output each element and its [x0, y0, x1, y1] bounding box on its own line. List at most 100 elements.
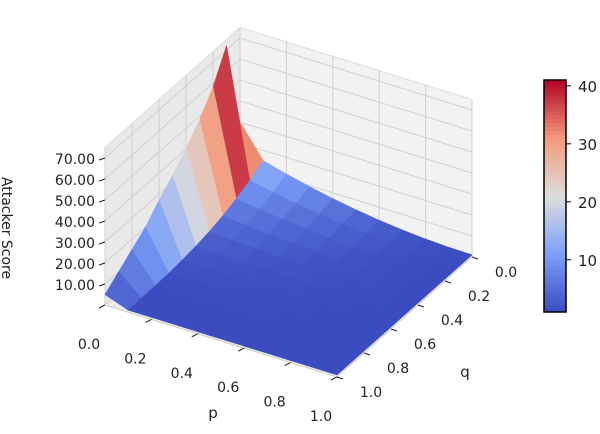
colorbar-segment — [544, 261, 566, 267]
y-tick-label: 0.6 — [414, 337, 436, 353]
z-axis-label: Attacker Score — [0, 177, 14, 279]
z-tick-label: 40.00 — [55, 215, 95, 231]
colorbar-segment — [544, 308, 566, 313]
colorbar-segment — [544, 149, 566, 154]
colorbar-segment — [544, 103, 566, 108]
x-tick-label: 0.6 — [217, 380, 239, 396]
x-tick — [98, 304, 106, 309]
colorbar-segment — [544, 157, 566, 162]
colorbar-segment — [544, 165, 566, 170]
x-tick-label: 0.2 — [124, 351, 146, 367]
y-axis-label: q — [460, 363, 470, 381]
colorbar-segment — [544, 254, 566, 259]
y-tick — [417, 304, 425, 308]
colorbar-segment — [544, 95, 566, 100]
colorbar-segment — [544, 246, 566, 251]
colorbar-segment — [544, 211, 566, 216]
colorbar-segment — [544, 91, 566, 96]
z-tick-label: 30.00 — [55, 236, 95, 252]
colorbar-segment — [544, 180, 566, 185]
colorbar-segment — [544, 80, 566, 85]
colorbar-segment — [544, 284, 566, 290]
colorbar-segment — [544, 238, 566, 243]
colorbar-segment — [544, 288, 566, 294]
colorbar-segment — [544, 114, 566, 120]
colorbar-segment — [544, 87, 566, 93]
colorbar-segment — [544, 207, 566, 212]
colorbar-segment — [544, 304, 566, 309]
colorbar-tick-label: 20 — [578, 194, 597, 212]
grid-line — [104, 100, 473, 222]
colorbar-segment — [544, 223, 566, 228]
x-tick — [284, 362, 291, 367]
z-tick-label: 10.00 — [55, 278, 95, 294]
x-axis-label: p — [208, 404, 218, 422]
colorbar-segment — [544, 196, 566, 201]
y-tick-label: 0.0 — [495, 265, 517, 281]
colorbar-segment — [544, 242, 566, 247]
colorbar-segment — [544, 269, 566, 274]
colorbar-segment — [544, 145, 566, 151]
y-tick — [390, 328, 398, 332]
grid-line — [104, 37, 473, 159]
colorbar-segment — [544, 176, 566, 182]
colorbar-segment — [544, 168, 566, 174]
colorbar-segment — [544, 110, 566, 116]
surface-patch — [313, 355, 352, 376]
y-tick — [363, 352, 371, 356]
colorbar-segment — [544, 130, 566, 135]
y-tick-label: 1.0 — [360, 385, 382, 401]
colorbar-segment — [544, 296, 566, 301]
colorbar-tick-label: 10 — [578, 252, 597, 270]
x-tick — [237, 347, 245, 352]
colorbar-segment — [544, 138, 566, 143]
colorbar-tick-label: 30 — [578, 136, 597, 154]
y-tick — [336, 376, 344, 380]
x-tick-label: 0.8 — [263, 395, 285, 411]
x-tick-label: 0.0 — [78, 337, 100, 353]
colorbar-segment — [544, 161, 566, 166]
colorbar-segment — [544, 250, 566, 255]
z-tick — [98, 283, 106, 287]
colorbar-segment — [544, 172, 566, 178]
y-tick-label: 0.4 — [441, 313, 463, 329]
colorbar-segment — [544, 226, 566, 232]
z-tick — [98, 157, 106, 161]
colorbar-segment — [544, 83, 566, 89]
colorbar-segment — [544, 107, 566, 112]
colorbar-segment — [544, 126, 566, 131]
colorbar-segment — [544, 300, 566, 305]
colorbar-segment — [544, 281, 566, 286]
colorbar-segment — [544, 292, 566, 298]
z-tick — [98, 220, 106, 224]
x-tick — [191, 333, 199, 338]
x-tick-label: 0.4 — [171, 366, 193, 382]
colorbar-segment — [544, 192, 566, 197]
colorbar-segment — [544, 215, 566, 220]
colorbar-segment — [544, 265, 566, 270]
colorbar-segment — [544, 199, 566, 205]
colorbar-segment — [544, 203, 566, 209]
colorbar-segment — [544, 99, 566, 104]
z-tick — [98, 241, 106, 245]
colorbar-segment — [544, 257, 566, 263]
colorbar-frame — [543, 79, 567, 313]
y-tick — [444, 280, 452, 284]
y-tick-label: 0.2 — [468, 289, 490, 305]
z-tick — [98, 199, 106, 203]
colorbar-segment — [544, 188, 566, 193]
colorbar-segment — [544, 141, 566, 147]
colorbar-segment — [544, 234, 566, 240]
z-tick — [98, 178, 106, 182]
y-tick — [471, 256, 479, 260]
grid-line — [104, 58, 473, 180]
z-tick-label: 20.00 — [55, 257, 95, 273]
x-tick — [145, 318, 152, 323]
y-tick-label: 0.8 — [387, 361, 409, 377]
z-tick-label: 60.00 — [55, 173, 95, 189]
colorbar-tick-label: 40 — [578, 78, 597, 96]
colorbar-segment — [544, 184, 566, 189]
colorbar-segment — [544, 219, 566, 224]
